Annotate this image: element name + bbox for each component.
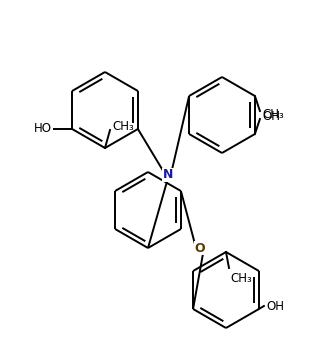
Text: CH₃: CH₃ [230, 272, 252, 285]
Text: N: N [163, 168, 173, 181]
Text: O: O [195, 241, 205, 254]
Text: CH₃: CH₃ [112, 119, 134, 132]
Text: HO: HO [34, 122, 52, 135]
Text: OH: OH [266, 299, 284, 312]
Text: OH: OH [262, 110, 280, 122]
Text: CH₃: CH₃ [262, 107, 284, 120]
